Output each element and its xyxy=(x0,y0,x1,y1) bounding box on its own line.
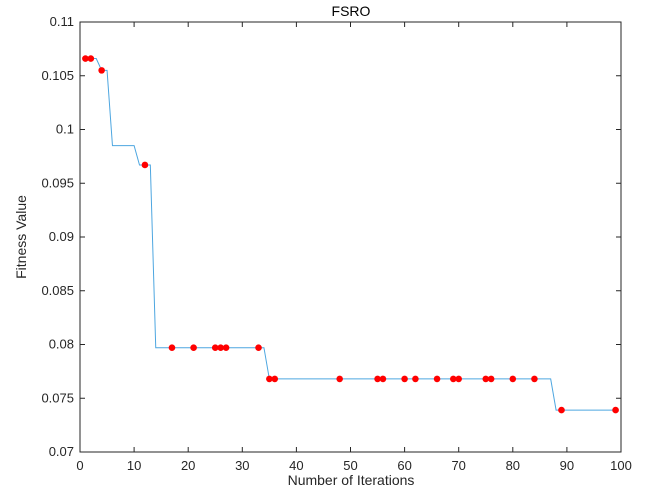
data-point xyxy=(266,375,273,383)
x-tick-label: 60 xyxy=(397,458,411,473)
x-tick-label: 40 xyxy=(289,458,303,473)
data-point xyxy=(412,375,419,383)
y-axis-title: Fitness Value xyxy=(13,195,29,279)
data-point xyxy=(222,344,230,352)
y-tick-label: 0.08 xyxy=(49,337,74,352)
data-point xyxy=(433,375,441,383)
data-point xyxy=(449,375,457,383)
y-tick-label: 0.07 xyxy=(49,444,74,459)
data-point xyxy=(509,375,517,383)
chart-title: FSRO xyxy=(332,3,371,19)
y-axis: 0.07 0.075 0.08 0.085 0.09 0.095 0.1 0.105 0.11 xyxy=(41,14,621,459)
data-point xyxy=(217,344,224,352)
data-point xyxy=(141,161,149,169)
x-tick-label: 10 xyxy=(127,458,141,473)
data-point xyxy=(374,375,381,383)
x-tick-label: 80 xyxy=(506,458,520,473)
data-point xyxy=(531,375,538,383)
y-tick-label: 0.085 xyxy=(41,283,74,298)
y-tick-label: 0.095 xyxy=(41,175,74,190)
data-point xyxy=(379,375,387,383)
data-point xyxy=(455,375,463,383)
data-point xyxy=(190,344,197,352)
data-point xyxy=(82,55,89,62)
plot-area xyxy=(79,21,622,453)
x-axis-title: Number of Iterations xyxy=(288,472,415,488)
fitness-markers xyxy=(82,55,619,414)
data-point xyxy=(98,67,105,74)
y-tick-label: 0.105 xyxy=(41,68,74,83)
x-tick-label: 0 xyxy=(76,458,83,473)
data-point xyxy=(211,344,219,352)
data-point xyxy=(558,406,565,414)
data-point xyxy=(482,375,490,383)
x-tick-label: 70 xyxy=(451,458,465,473)
y-tick-label: 0.075 xyxy=(41,390,74,405)
x-tick-label: 50 xyxy=(343,458,357,473)
data-point xyxy=(271,375,279,383)
data-point xyxy=(336,375,343,383)
data-point xyxy=(401,375,408,383)
y-tick-label: 0.1 xyxy=(56,122,74,137)
y-tick-label: 0.11 xyxy=(50,14,74,29)
data-point xyxy=(487,375,495,383)
x-axis: 0 10 20 30 40 50 60 70 80 90 100 xyxy=(76,22,632,473)
y-tick-label: 0.09 xyxy=(49,229,74,244)
data-point xyxy=(612,406,619,414)
x-tick-label: 30 xyxy=(235,458,249,473)
data-point xyxy=(87,55,95,62)
data-point xyxy=(255,344,262,352)
data-point xyxy=(168,344,176,352)
x-tick-label: 20 xyxy=(181,458,195,473)
x-tick-label: 100 xyxy=(610,458,632,473)
x-tick-label: 90 xyxy=(560,458,574,473)
